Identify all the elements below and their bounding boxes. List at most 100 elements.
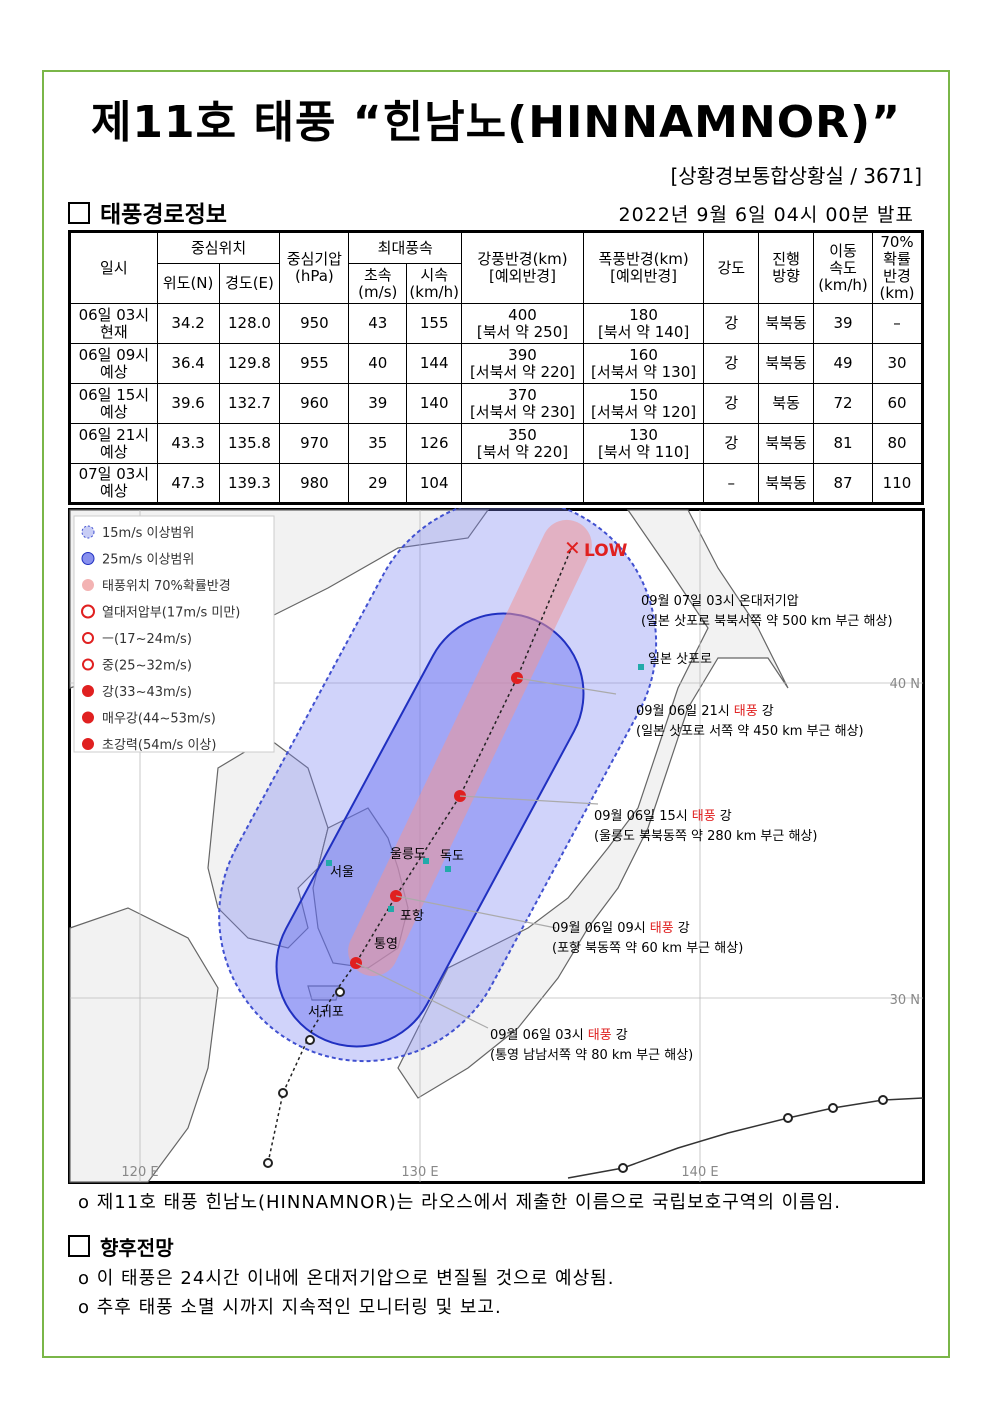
cell-text: 위도(N) bbox=[162, 274, 214, 292]
data-cell: – bbox=[871, 303, 924, 344]
header-cell: 일시 bbox=[69, 231, 158, 304]
heading-text: 향후전망 bbox=[100, 1236, 174, 1260]
cell-text: 110 bbox=[882, 473, 912, 492]
place-label: 통영 bbox=[374, 937, 398, 952]
data-cell: 60 bbox=[871, 383, 924, 424]
cell-line: [예외반경] bbox=[610, 267, 678, 285]
cell-line: [북서 약 220] bbox=[476, 442, 569, 461]
annotation-strength: 강 bbox=[762, 704, 774, 719]
cell-text: 북북동 bbox=[765, 354, 807, 372]
cell-line: 180 bbox=[629, 305, 658, 324]
data-row: 07일 03시 예상 47.3 139.3 980 29 104 – 북북동 87 110 bbox=[69, 463, 924, 504]
data-cell: 36.4 bbox=[156, 343, 220, 384]
cell-line: 130 bbox=[629, 425, 658, 444]
cell-line: 예상 bbox=[100, 442, 128, 461]
data-cell: 06일 03시 현재 bbox=[69, 303, 158, 344]
data-cell: 34.2 bbox=[156, 303, 220, 344]
cell-text: 강 bbox=[724, 354, 739, 372]
cell-line: (km/h) bbox=[818, 275, 868, 294]
cell-text: 140 bbox=[419, 394, 449, 412]
data-cell: 강 bbox=[703, 343, 760, 384]
data-cell: 강 bbox=[703, 303, 760, 344]
cell-text: 43.3 bbox=[171, 434, 205, 452]
data-cell: 북북동 bbox=[758, 463, 815, 504]
heading-text: 태풍경로정보 bbox=[100, 202, 227, 228]
header-cell: 최대풍속 bbox=[348, 231, 463, 264]
data-cell: 130 [북서 약 110] bbox=[582, 423, 705, 464]
cell-text: 87 bbox=[833, 473, 853, 492]
cell-text: 960 bbox=[300, 394, 329, 412]
header-cell: 시속 (km/h) bbox=[406, 263, 463, 304]
section-heading: 태풍경로정보 bbox=[68, 195, 227, 229]
grid-labels: 40 N 30 N 120 E 130 E 140 E bbox=[121, 677, 920, 1180]
data-cell: 북북동 bbox=[758, 303, 815, 344]
cell-text: 강 bbox=[724, 314, 739, 332]
header-cell: 초속 (m/s) bbox=[348, 263, 408, 304]
cell-line: 예상 bbox=[100, 362, 128, 381]
data-row: 06일 09시 예상 36.4 129.8 955 40 144 390 [서북서 약 220]… bbox=[69, 343, 924, 384]
cell-text: 39 bbox=[833, 314, 853, 332]
cell-text: 35 bbox=[368, 434, 388, 452]
place-label: 울릉도 bbox=[390, 847, 426, 862]
annotation-detail: (통영 남남서쪽 약 80 km 부근 해상) bbox=[490, 1048, 693, 1063]
cell-line: 06일 09시 bbox=[78, 345, 150, 364]
data-cell: 40 bbox=[348, 343, 408, 384]
annotation-strength: 강 bbox=[720, 809, 732, 824]
data-cell: 06일 15시 예상 bbox=[69, 383, 158, 424]
cell-line: 현재 bbox=[100, 322, 128, 341]
cell-text: 60 bbox=[887, 394, 907, 412]
header-cell: 강풍반경(km) [예외반경] bbox=[461, 231, 584, 304]
cell-text: 104 bbox=[419, 473, 449, 492]
place-label: 서울 bbox=[330, 865, 354, 880]
legend-label: 강(33~43m/s) bbox=[102, 685, 192, 700]
cell-text: 139.3 bbox=[228, 473, 271, 492]
cell-text: 128.0 bbox=[228, 314, 271, 332]
data-cell: 955 bbox=[279, 343, 350, 384]
legend-icon bbox=[82, 579, 94, 591]
annotation-strength: 강 bbox=[616, 1028, 628, 1043]
annotation-time: 09월 06일 15시 bbox=[594, 809, 688, 824]
cell-text: 39 bbox=[368, 394, 388, 412]
legend-label: 초강력(54m/s 이상) bbox=[102, 738, 216, 753]
legend-label: 태풍위치 70%확률반경 bbox=[102, 579, 231, 594]
annotation-kind: 태풍 bbox=[692, 809, 716, 824]
cell-text: 강 bbox=[724, 394, 739, 412]
lon-label: 140 E bbox=[681, 1165, 718, 1180]
data-cell: 06일 09시 예상 bbox=[69, 343, 158, 384]
data-cell: 144 bbox=[406, 343, 463, 384]
cell-text: 955 bbox=[300, 354, 329, 372]
cell-text: 135.8 bbox=[228, 434, 271, 452]
annotation-title: 09월 06일 15시 태풍 강 bbox=[594, 809, 732, 824]
legend-icon bbox=[82, 738, 94, 750]
cell-line: 390 bbox=[508, 345, 537, 364]
header-cell: 이동 속도 (km/h) bbox=[813, 231, 873, 304]
cell-line: 강풍반경(km) bbox=[477, 250, 568, 268]
data-cell: 북동 bbox=[758, 383, 815, 424]
legend-icon bbox=[82, 685, 94, 697]
data-cell: 43.3 bbox=[156, 423, 220, 464]
data-row: 06일 21시 예상 43.3 135.8 970 35 126 350 [북서 약 220] 1… bbox=[69, 423, 924, 464]
cell-text: 강도 bbox=[717, 258, 746, 277]
annotations: 09월 07일 03시 온대저기압 (일본 삿포로 북북서쪽 약 500 km 부… bbox=[490, 594, 893, 1063]
data-cell: 970 bbox=[279, 423, 350, 464]
data-cell: 980 bbox=[279, 463, 350, 504]
data-cell: 39 bbox=[348, 383, 408, 424]
data-cell: 북북동 bbox=[758, 343, 815, 384]
cell-text: 155 bbox=[419, 314, 449, 332]
header-row: 위도(N) 경도(E) 초속 (m/s) 시속 (km/h) bbox=[70, 263, 923, 304]
cell-line: 폭풍반경(km) bbox=[598, 250, 689, 268]
cell-line: (km/h) bbox=[409, 282, 459, 301]
svg-text:✕: ✕ bbox=[564, 536, 581, 560]
data-cell: – bbox=[703, 463, 760, 504]
cell-text: 북북동 bbox=[765, 434, 807, 452]
cell-line: 06일 21시 bbox=[78, 425, 150, 444]
data-cell: 129.8 bbox=[218, 343, 281, 384]
place-label: 독도 bbox=[440, 849, 464, 864]
cell-text: 144 bbox=[419, 354, 449, 372]
annotation-time: 09월 06일 09시 bbox=[552, 921, 646, 936]
cell-text: 36.4 bbox=[171, 354, 205, 372]
cell-text: 40 bbox=[368, 354, 388, 372]
lon-label: 120 E bbox=[121, 1165, 158, 1180]
